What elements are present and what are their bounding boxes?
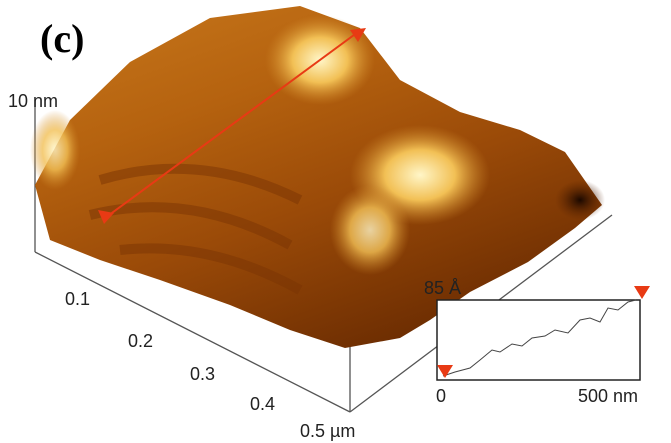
z-axis-label: 10 nm bbox=[8, 91, 58, 111]
ridge bbox=[30, 110, 80, 190]
profile-x-end: 500 nm bbox=[578, 386, 638, 406]
ridge bbox=[330, 185, 410, 275]
x-tick-label: 0.5 µm bbox=[300, 421, 355, 441]
x-tick-label: 0.1 bbox=[65, 289, 90, 309]
x-tick-label: 0.2 bbox=[128, 331, 153, 351]
pit bbox=[555, 180, 605, 220]
profile-y-label: 85 Å bbox=[424, 278, 461, 298]
x-tick-label: 0.3 bbox=[190, 364, 215, 384]
afm-surface bbox=[30, 6, 605, 348]
figure: (c) 10 nm 0.1 0.2 0.3 0.4 0.5 µm 85 Å 0 … bbox=[0, 0, 671, 443]
inset-frame bbox=[437, 300, 640, 380]
marker bbox=[634, 286, 650, 299]
profile-x-start: 0 bbox=[436, 386, 446, 406]
x-tick-label: 0.4 bbox=[250, 394, 275, 414]
profile-inset bbox=[437, 286, 650, 380]
panel-label: (c) bbox=[40, 16, 84, 61]
